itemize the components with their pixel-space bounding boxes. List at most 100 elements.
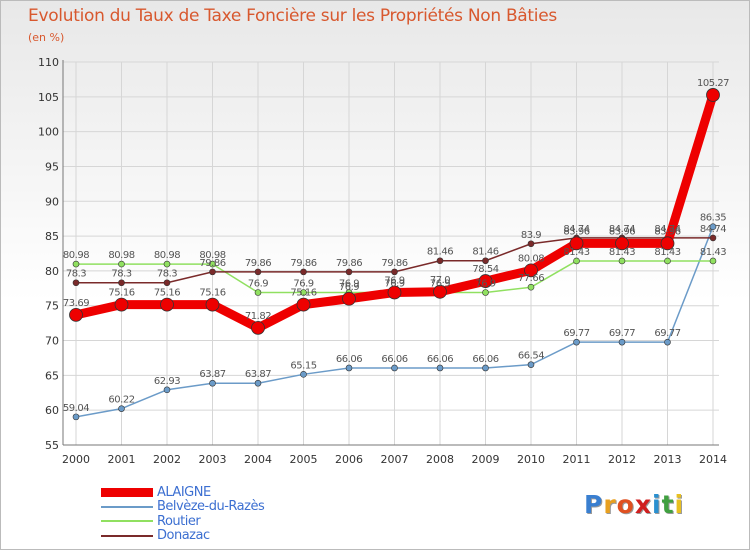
y-unit-label: (en %) <box>28 31 65 44</box>
legend-item-belveze: Belvèze-du-Razès <box>101 499 265 515</box>
data-label: 86.35 <box>700 213 726 224</box>
x-tick-label: 2001 <box>108 453 136 466</box>
x-tick-label: 2006 <box>335 453 363 466</box>
logo-letter: r <box>603 490 617 519</box>
x-tick-label: 2009 <box>472 453 500 466</box>
x-tick-label: 2000 <box>62 453 90 466</box>
data-point <box>118 279 125 287</box>
data-label: 69.77 <box>609 328 635 339</box>
legend-label: ALAIGNE <box>157 484 211 500</box>
data-label: 76.9 <box>339 282 359 293</box>
data-label: 71.82 <box>245 311 271 322</box>
y-tick-label: 90 <box>45 195 59 208</box>
data-point <box>72 413 80 421</box>
x-tick-label: 2012 <box>608 453 636 466</box>
data-point <box>69 307 83 322</box>
data-label: 65.15 <box>290 360 316 371</box>
legend-item-routier: Routier <box>101 514 264 529</box>
x-tick-label: 2008 <box>426 453 454 466</box>
data-point <box>72 260 80 268</box>
logo-letter: o <box>616 490 635 519</box>
data-point <box>342 291 356 306</box>
data-label: 63.87 <box>199 369 225 380</box>
y-tick-label: 75 <box>45 300 59 313</box>
data-label: 84.74 <box>654 224 680 235</box>
data-label: 78.3 <box>157 269 177 280</box>
data-point <box>482 289 489 296</box>
data-label: 75.16 <box>290 288 316 299</box>
data-label: 83.96 <box>654 226 680 237</box>
data-point <box>527 240 535 248</box>
chart-title: Evolution du Taux de Taxe Foncière sur l… <box>28 6 557 26</box>
data-point <box>391 268 398 276</box>
data-point <box>205 297 220 312</box>
data-label: 84.74 <box>563 224 589 235</box>
data-point <box>706 88 720 102</box>
data-label: 79.86 <box>290 258 316 269</box>
data-point <box>254 268 262 276</box>
data-label: 81.43 <box>609 247 635 258</box>
data-label: 78.54 <box>472 264 498 275</box>
y-tick-label: 85 <box>45 230 59 243</box>
data-label: 76.9 <box>384 278 404 289</box>
data-label: 60.22 <box>108 395 134 406</box>
data-label: 83.9 <box>521 230 541 241</box>
logo-letter: x <box>634 490 652 519</box>
data-label: 66.06 <box>427 354 453 365</box>
data-label: 76.9 <box>339 278 359 289</box>
data-point <box>254 379 262 387</box>
data-label: 79.86 <box>336 258 362 269</box>
data-label: 73.69 <box>63 298 89 309</box>
data-label: 83.96 <box>609 226 635 237</box>
data-point <box>114 297 129 312</box>
data-label: 80.98 <box>199 250 225 261</box>
legend-item-alaigne: ALAIGNE <box>101 485 264 500</box>
x-tick-label: 2010 <box>517 453 545 466</box>
data-point <box>118 260 125 268</box>
data-label: 81.46 <box>472 247 498 258</box>
legend-label: Belvèze-du-Razès <box>157 499 265 515</box>
legend: ALAIGNE Belvèze-du-Razès Routier Donazac <box>101 485 265 543</box>
data-point <box>300 289 307 296</box>
data-point <box>615 236 629 251</box>
data-point <box>569 236 584 251</box>
data-label: 81.43 <box>563 247 589 258</box>
data-label: 80.98 <box>154 250 180 261</box>
y-tick-label: 80 <box>45 265 59 278</box>
legend-item-donazac: Donazac <box>101 528 264 543</box>
legend-swatch <box>101 534 153 537</box>
data-label: 66.54 <box>518 351 544 362</box>
data-point <box>478 274 493 288</box>
data-point <box>254 289 262 296</box>
data-label: 66.06 <box>336 354 362 365</box>
data-point <box>163 386 171 394</box>
y-tick-label: 95 <box>45 160 59 173</box>
data-point <box>618 338 626 346</box>
x-tick-label: 2011 <box>563 453 591 466</box>
data-label: 79.86 <box>245 258 271 269</box>
data-label: 77.66 <box>518 273 544 284</box>
data-label: 63.87 <box>245 369 271 380</box>
logo-letter: i <box>674 490 685 519</box>
data-point <box>72 279 80 287</box>
y-tick-label: 55 <box>45 439 59 452</box>
legend-swatch <box>101 505 153 508</box>
data-label: 75.16 <box>154 288 180 299</box>
data-point <box>618 257 626 265</box>
logo-letter: i <box>652 490 662 519</box>
data-label: 69.77 <box>563 328 589 339</box>
data-label: 79.86 <box>381 258 407 269</box>
data-point <box>436 257 444 265</box>
y-tick-label: 105 <box>38 91 59 104</box>
x-tick-label: 2014 <box>699 453 727 466</box>
data-label: 80.08 <box>518 253 544 264</box>
data-label: 69.77 <box>654 328 680 339</box>
data-label: 66.06 <box>472 354 498 365</box>
y-tick-label: 70 <box>45 335 59 348</box>
data-label: 76.9 <box>293 278 313 289</box>
legend-swatch <box>101 520 153 523</box>
x-tick-label: 2005 <box>290 453 318 466</box>
x-tick-label: 2003 <box>199 453 227 466</box>
data-point <box>660 236 675 251</box>
